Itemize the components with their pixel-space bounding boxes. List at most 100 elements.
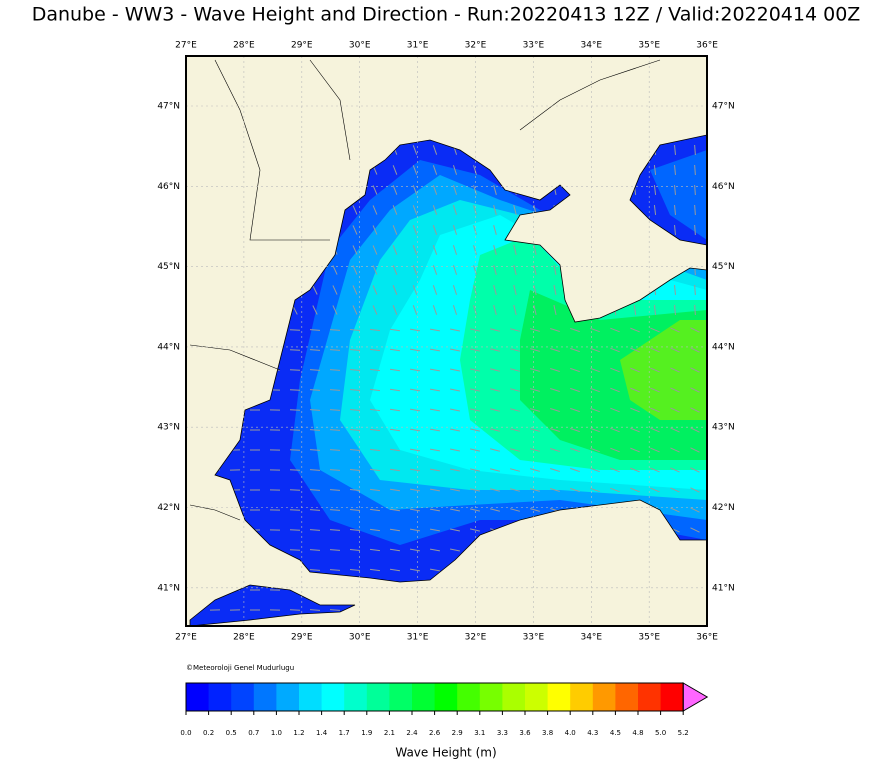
wave-arrow xyxy=(432,225,438,235)
wave-arrow xyxy=(513,265,517,275)
wave-arrow xyxy=(510,368,520,372)
wave-arrow xyxy=(553,305,557,315)
wave-arrow xyxy=(690,427,700,433)
colorbar-tick-label: 0.0 xyxy=(180,729,191,737)
wave-arrow xyxy=(473,265,477,275)
colorbar-box xyxy=(638,683,662,711)
wave-arrow xyxy=(429,328,441,332)
wave-arrow xyxy=(412,145,418,155)
wave-arrow xyxy=(530,368,540,372)
wave-arrow xyxy=(473,245,477,255)
wave-arrow xyxy=(369,488,381,492)
colorbar-tick-label: 2.4 xyxy=(406,729,418,737)
wave-arrow xyxy=(369,388,381,392)
wave-arrow xyxy=(510,488,520,492)
wave-arrow xyxy=(553,265,557,275)
wave-arrow xyxy=(329,549,341,551)
wave-arrow xyxy=(369,468,381,472)
wave-arrow xyxy=(429,468,441,472)
wave-arrow xyxy=(389,568,401,572)
wave-arrow xyxy=(412,285,418,295)
wave-arrow xyxy=(653,184,657,196)
lat-label: 42°N xyxy=(157,503,180,513)
title: Danube - WW3 - Wave Height and Direction… xyxy=(32,4,861,26)
wave-arrow xyxy=(409,368,421,372)
colorbar-tick-label: 4.3 xyxy=(587,729,598,737)
wave-arrow xyxy=(690,507,700,513)
wave-arrow xyxy=(389,448,401,452)
wave-arrow xyxy=(309,569,321,571)
wave-arrow xyxy=(590,407,600,413)
wave-arrow xyxy=(309,509,321,511)
wave-arrow xyxy=(432,305,438,315)
wave-arrow xyxy=(309,529,321,531)
lon-label: 29°E xyxy=(291,41,313,51)
wave-arrow xyxy=(550,348,560,352)
lon-label: 27°E xyxy=(175,41,197,51)
wave-arrow xyxy=(590,327,600,333)
wave-arrow xyxy=(389,368,401,372)
wave-arrow xyxy=(610,327,620,333)
wave-arrow xyxy=(392,225,398,235)
wave-arrow xyxy=(570,387,580,393)
wave-arrow xyxy=(530,328,540,332)
wave-arrow xyxy=(372,285,378,295)
wave-arrow xyxy=(510,448,520,452)
wave-arrow xyxy=(653,204,657,216)
wave-arrow xyxy=(412,205,418,215)
wave-arrow xyxy=(550,468,560,472)
wave-arrow xyxy=(473,205,477,215)
wave-arrow xyxy=(372,225,378,235)
lat-label: 41°N xyxy=(712,583,735,593)
lon-label: 33°E xyxy=(523,41,545,51)
wave-arrow xyxy=(653,164,657,176)
colorbar-tick-label: 3.1 xyxy=(474,729,485,737)
wave-arrow xyxy=(674,204,676,216)
lon-label: 35°E xyxy=(638,41,660,51)
wave-arrow xyxy=(493,245,497,255)
colorbar-box xyxy=(186,683,210,711)
wave-arrow xyxy=(510,388,520,392)
wave-arrow xyxy=(369,528,381,532)
colorbar-tick-label: 4.0 xyxy=(565,729,576,737)
wave-arrow xyxy=(630,367,640,373)
colorbar-box xyxy=(547,683,571,711)
wave-arrow xyxy=(650,347,660,353)
wave-arrow xyxy=(694,284,696,296)
wave-arrow xyxy=(510,508,520,512)
colorbar-box xyxy=(615,683,639,711)
wave-arrow xyxy=(352,245,358,255)
lon-label: 34°E xyxy=(580,633,602,643)
wave-arrow xyxy=(372,265,378,275)
colorbar-label: Wave Height (m) xyxy=(395,746,496,760)
colorbar-box xyxy=(299,683,323,711)
wave-arrow xyxy=(490,468,500,472)
wave-arrow xyxy=(670,407,680,413)
wave-arrow xyxy=(493,225,497,235)
wave-arrow xyxy=(429,568,441,572)
wave-arrow xyxy=(490,388,500,392)
wave-arrow xyxy=(670,467,680,473)
colorbar-box xyxy=(412,683,436,711)
colorbar-box xyxy=(660,683,684,711)
wave-arrow xyxy=(513,245,517,255)
wave-arrow xyxy=(690,447,700,453)
wave-arrow xyxy=(490,428,500,432)
wave-arrow xyxy=(392,305,398,315)
wave-arrow xyxy=(372,205,378,215)
wave-arrow xyxy=(432,285,438,295)
wave-arrow xyxy=(409,408,421,412)
wave-arrow xyxy=(309,369,321,371)
wave-arrow xyxy=(452,265,458,275)
wave-arrow xyxy=(694,204,696,216)
wave-arrow xyxy=(650,327,660,333)
wave-arrow xyxy=(674,184,676,196)
wave-arrow xyxy=(450,328,460,332)
wave-arrow xyxy=(513,305,517,315)
wave-arrow xyxy=(429,528,441,532)
wave-arrow xyxy=(409,448,421,452)
lon-label: 29°E xyxy=(291,633,313,643)
colorbar-box xyxy=(366,683,390,711)
wave-arrow xyxy=(409,328,421,332)
wave-arrow xyxy=(389,468,401,472)
